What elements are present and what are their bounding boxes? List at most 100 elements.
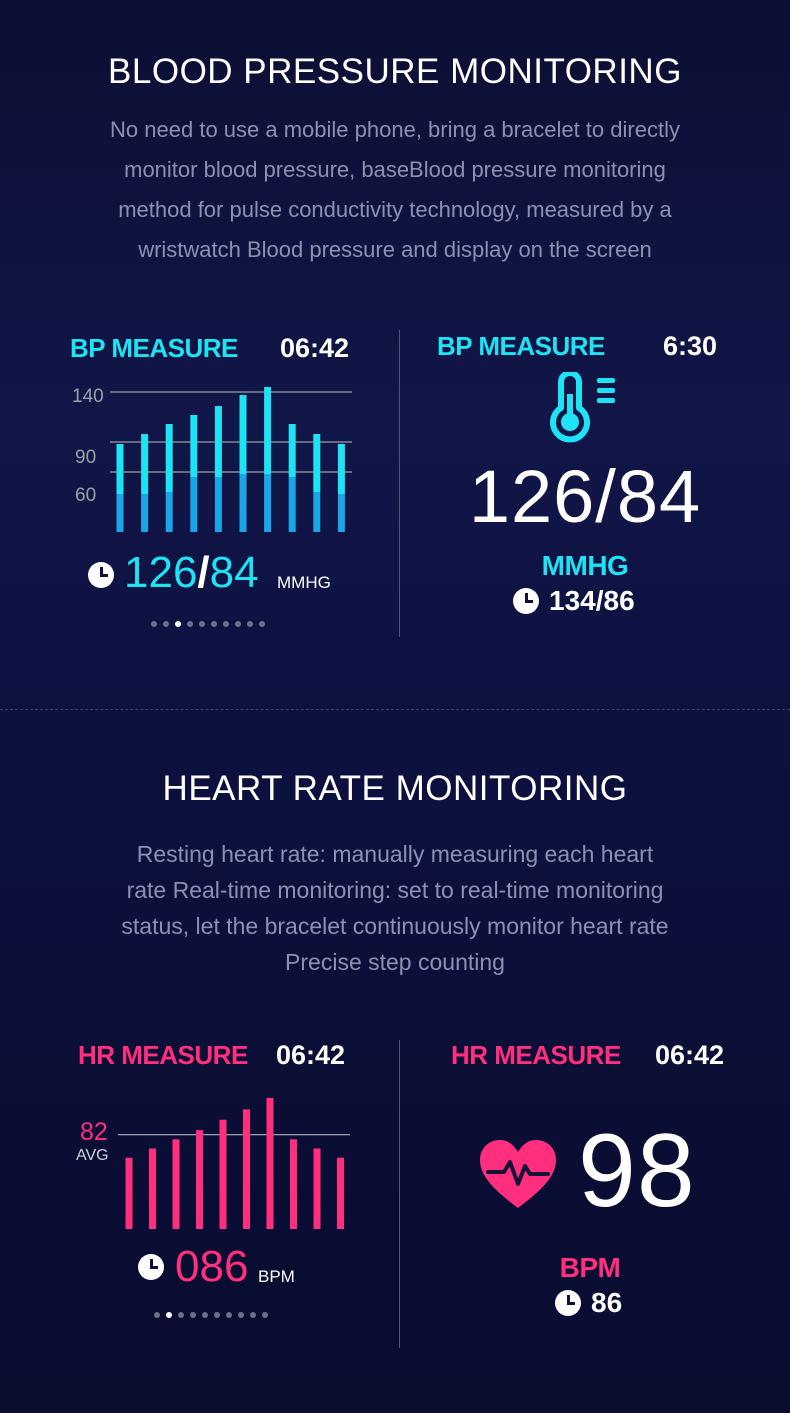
bp-bar-chart (110, 387, 352, 532)
hr-right-label: HR MEASURE (451, 1040, 621, 1070)
bp-right-time: 6:30 (663, 331, 718, 361)
clock-icon (88, 562, 114, 588)
hr-description-line: Precise step counting (285, 949, 505, 975)
page-dot[interactable] (166, 1312, 172, 1318)
bp-left-systolic: 126 (124, 548, 198, 597)
hr-avg-value: 82 (80, 1118, 108, 1146)
bp-bar-lower (190, 477, 198, 532)
page-dot[interactable] (238, 1312, 244, 1318)
page-dot[interactable] (247, 621, 253, 627)
hr-bar (196, 1130, 203, 1229)
page-dot[interactable] (154, 1312, 160, 1318)
hr-bar (243, 1109, 250, 1229)
hr-bar (219, 1119, 227, 1229)
bp-y-tick-90: 90 (75, 447, 97, 468)
bp-left-diastolic: 84 (209, 548, 259, 597)
page-dot[interactable] (259, 621, 265, 627)
page-dot[interactable] (226, 1312, 232, 1318)
hr-description-line: rate Real-time monitoring: set to real-t… (126, 877, 664, 903)
bp-left-unit: MMHG (277, 573, 331, 592)
page-dot[interactable] (262, 1312, 268, 1318)
bp-bar-lower (165, 492, 173, 532)
page-dot[interactable] (175, 621, 181, 627)
bp-right-unit: MMHG (541, 550, 629, 581)
bp-right-label: BP MEASURE (437, 331, 605, 361)
bp-right-reading: 126/84 (468, 455, 702, 538)
thermometer-icon (550, 372, 615, 443)
bp-bar-upper (239, 395, 247, 474)
bp-left-label: BP MEASURE (70, 333, 238, 363)
hr-bar (290, 1139, 297, 1229)
bp-bar-lower (116, 494, 124, 532)
hr-bar (266, 1097, 274, 1229)
bp-bar-lower (313, 492, 321, 532)
bp-description-line: No need to use a mobile phone, bring a b… (110, 117, 680, 142)
bp-bar-upper (116, 444, 124, 494)
hr-bar (149, 1148, 156, 1229)
hr-description-line: status, let the bracelet continuously mo… (121, 913, 669, 939)
clock-icon (138, 1254, 164, 1280)
hr-avg-label: AVG (76, 1147, 109, 1164)
bp-left-time: 06:42 (280, 333, 350, 363)
hr-bar (172, 1139, 180, 1229)
hr-left-reading: 086 (175, 1242, 249, 1291)
hr-left-unit: BPM (258, 1267, 295, 1286)
bp-bar-lower (141, 494, 149, 532)
section-divider (0, 709, 790, 710)
hr-right-unit: BPM (559, 1252, 621, 1283)
hr-right-previous: 86 (591, 1287, 623, 1318)
clock-icon (513, 588, 539, 614)
page-dot[interactable] (178, 1312, 184, 1318)
page-dot[interactable] (250, 1312, 256, 1318)
hr-panel-divider (399, 1040, 400, 1348)
bp-bar-upper (288, 424, 296, 477)
hr-left-time: 06:42 (276, 1040, 346, 1070)
bp-bar-upper (313, 434, 321, 492)
hr-description-line: Resting heart rate: manually measuring e… (136, 841, 654, 867)
hr-bar (313, 1148, 321, 1229)
bp-panel-divider (399, 330, 400, 637)
bp-description-line: wristwatch Blood pressure and display on… (138, 237, 652, 262)
bp-bar-lower (288, 477, 296, 532)
bp-description-line: method for pulse conductivity technology… (118, 197, 672, 222)
hr-left-label: HR MEASURE (78, 1040, 248, 1070)
bp-description-line: monitor blood pressure, baseBlood pressu… (124, 157, 666, 182)
page-dot[interactable] (211, 621, 217, 627)
hr-section-title: HEART RATE MONITORING (162, 769, 628, 808)
hr-bar (337, 1157, 344, 1229)
bp-page-indicator[interactable] (151, 614, 291, 632)
page-dot[interactable] (223, 621, 229, 627)
hr-right-reading: 98 (578, 1113, 696, 1229)
bp-section-title: BLOOD PRESSURE MONITORING (108, 52, 682, 91)
hr-bar (125, 1157, 133, 1229)
hr-right-time: 06:42 (655, 1040, 725, 1070)
hr-bar-chart (118, 1097, 350, 1229)
heart-pulse-icon (480, 1140, 556, 1208)
bp-bar-lower (337, 494, 345, 532)
bp-bar-upper (190, 415, 198, 477)
bp-bar-lower (239, 474, 247, 532)
bp-bar-lower (214, 477, 222, 532)
page-dot[interactable] (187, 621, 193, 627)
page-dot[interactable] (199, 621, 205, 627)
page-dot[interactable] (190, 1312, 196, 1318)
page-dot[interactable] (163, 621, 169, 627)
bp-y-tick-140: 140 (72, 386, 104, 407)
bp-bar-lower (264, 474, 272, 532)
bp-bar-upper (141, 434, 149, 494)
page-dot[interactable] (151, 621, 157, 627)
bp-left-separator: / (197, 548, 210, 597)
bp-bar-upper (214, 406, 222, 477)
page-dot[interactable] (235, 621, 241, 627)
bp-y-tick-60: 60 (75, 485, 97, 506)
bp-right-previous: 134/86 (549, 585, 635, 616)
clock-icon (555, 1290, 581, 1316)
page-dot[interactable] (214, 1312, 220, 1318)
page-dot[interactable] (202, 1312, 208, 1318)
bp-section-description: No need to use a mobile phone, bring a b… (0, 110, 790, 270)
bp-left-reading: 126/84 (124, 548, 259, 598)
bp-bar-upper (165, 424, 173, 492)
bp-bar-upper (264, 387, 272, 474)
hr-page-indicator[interactable] (154, 1305, 294, 1323)
hr-section-description: Resting heart rate: manually measuring e… (0, 836, 790, 980)
